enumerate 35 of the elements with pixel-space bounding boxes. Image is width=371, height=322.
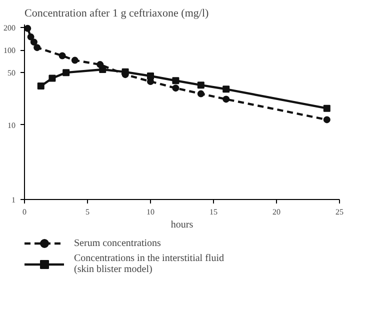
point	[99, 66, 106, 73]
point	[71, 56, 78, 64]
point	[27, 33, 34, 40]
point	[48, 74, 56, 82]
x-tick-label: 20	[272, 208, 280, 216]
x-tick-label: 25	[336, 208, 344, 216]
x-tick-label: 0	[22, 208, 26, 216]
point	[37, 82, 44, 90]
chart-title: Concentration after 1 g ceftriaxone (mg/l)	[24, 8, 210, 20]
x-tick-label: 15	[210, 208, 218, 216]
y-tick-label: 1	[12, 196, 16, 204]
point	[147, 72, 154, 80]
point	[197, 90, 204, 98]
point	[172, 84, 180, 92]
point	[34, 44, 41, 52]
y-tick-label: 100	[4, 46, 16, 56]
point	[30, 38, 38, 46]
y-tick-label: 200	[4, 24, 16, 33]
point	[222, 86, 230, 93]
point	[122, 68, 129, 76]
point	[323, 104, 330, 112]
point	[58, 52, 66, 60]
x-tick-label: 5	[86, 208, 90, 216]
point	[172, 77, 180, 84]
legend-label: Serum concentrations	[74, 238, 161, 248]
y-tick-label: 50	[8, 68, 16, 78]
x-tick-label: 10	[146, 208, 154, 216]
point	[197, 82, 204, 89]
point	[62, 69, 70, 76]
legend-label: Concentrations in the interstitial fluid (skin blister model)	[74, 253, 224, 275]
point	[222, 96, 230, 103]
point	[24, 24, 32, 32]
x-axis-title: hours	[170, 220, 194, 230]
point	[323, 116, 330, 124]
y-tick-label: 10	[8, 120, 16, 130]
